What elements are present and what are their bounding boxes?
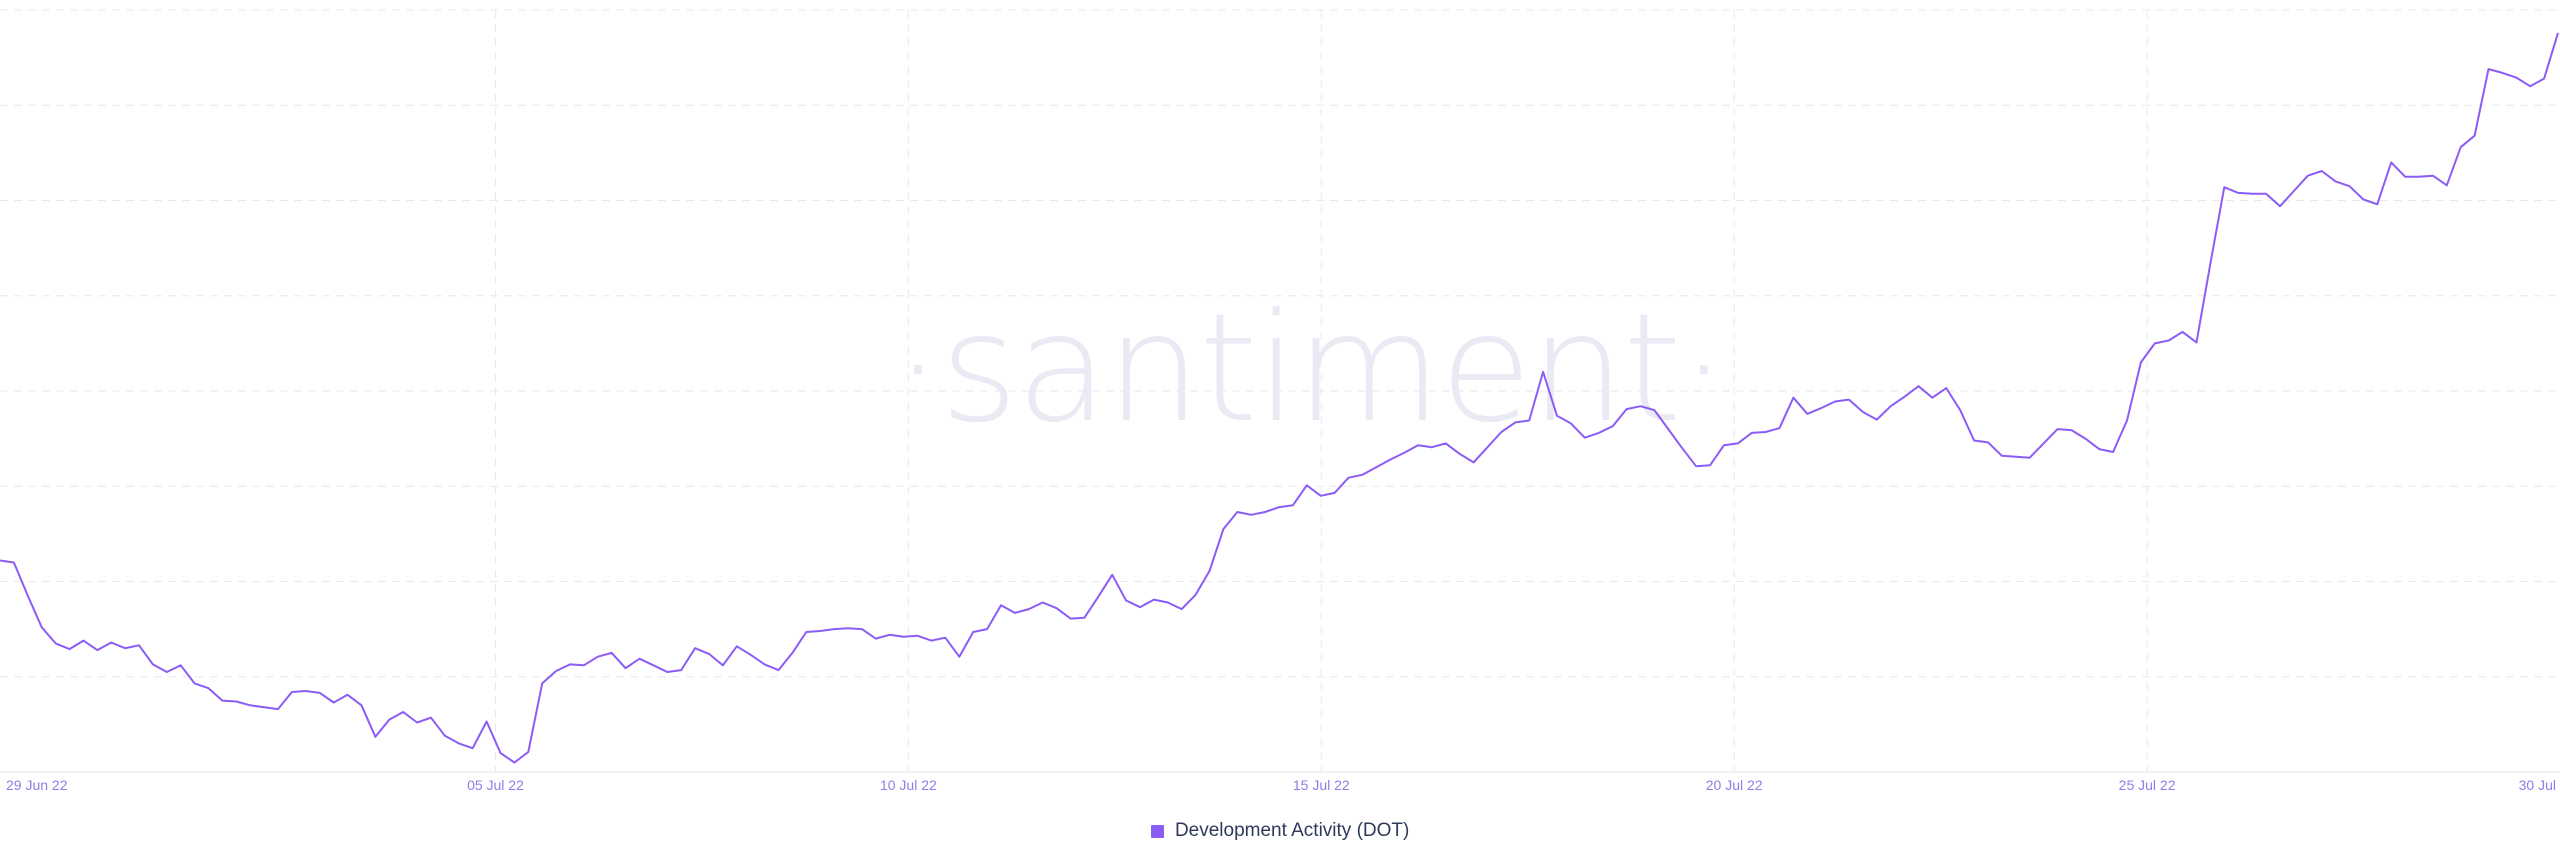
x-tick-label: 20 Jul 22 bbox=[1706, 777, 1763, 793]
legend-label-development-activity: Development Activity (DOT) bbox=[1175, 820, 1409, 841]
legend-swatch bbox=[1151, 825, 1164, 838]
x-tick-label: 25 Jul 22 bbox=[2119, 777, 2176, 793]
x-tick-label: 29 Jun 22 bbox=[6, 777, 68, 793]
x-tick-label: 30 Jul bbox=[2519, 777, 2556, 793]
x-tick-label: 05 Jul 22 bbox=[467, 777, 524, 793]
x-tick-label: 10 Jul 22 bbox=[880, 777, 937, 793]
legend: Development Activity (DOT) bbox=[0, 820, 2560, 842]
x-axis-ticks: 29 Jun 22 05 Jul 22 10 Jul 22 15 Jul 22 20 J… bbox=[6, 777, 2556, 793]
santiment-watermark: ·santiment· bbox=[894, 282, 1725, 456]
x-tick-label: 15 Jul 22 bbox=[1293, 777, 1350, 793]
